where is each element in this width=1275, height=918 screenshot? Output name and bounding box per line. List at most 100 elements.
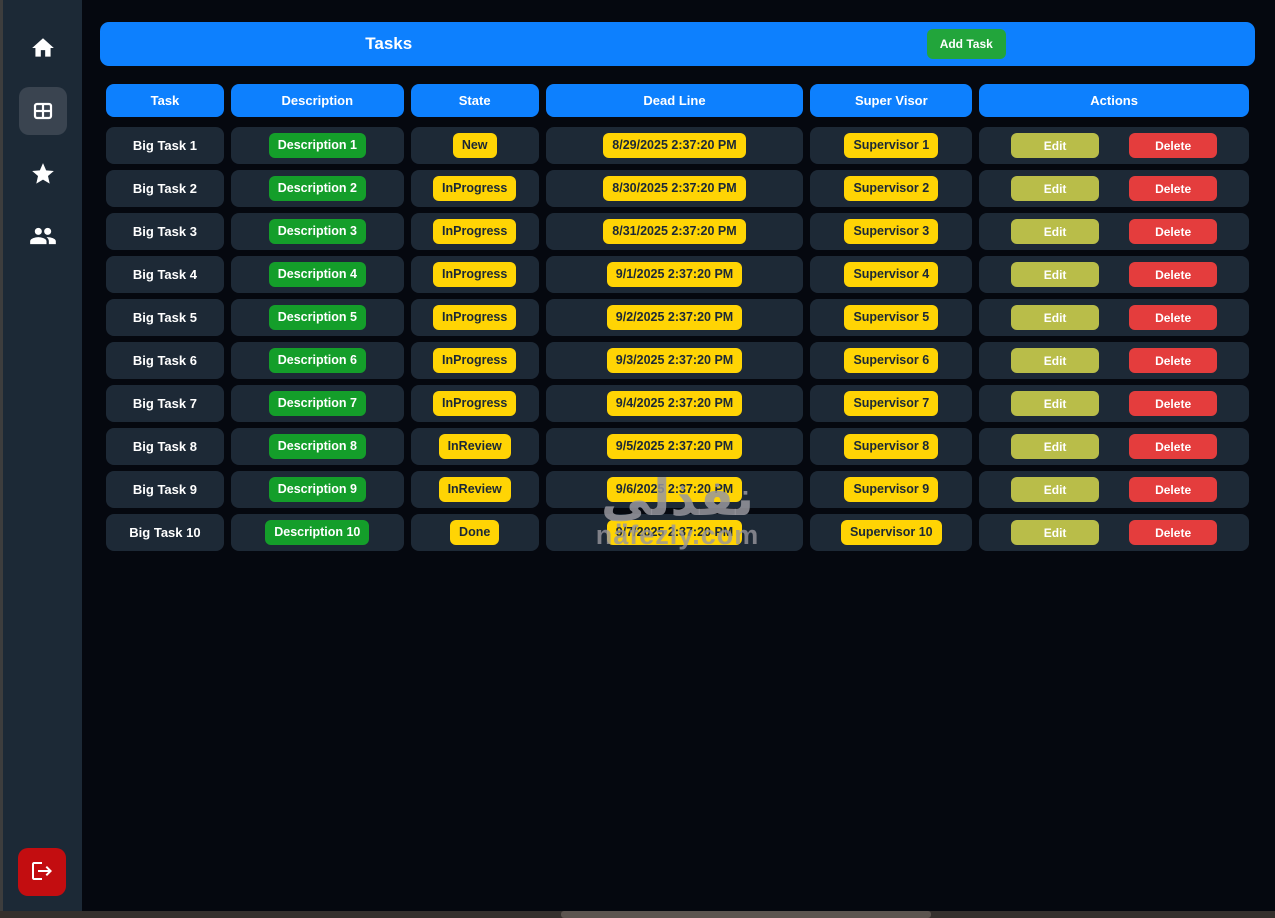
delete-button[interactable]: Delete bbox=[1129, 176, 1218, 201]
deadline-cell: 9/6/2025 2:37:20 PM bbox=[545, 471, 804, 508]
edit-button[interactable]: Edit bbox=[1011, 305, 1100, 330]
task-name-cell: Big Task 1 bbox=[106, 127, 224, 164]
column-header-deadline: Dead Line bbox=[545, 84, 804, 117]
description-badge: Description 10 bbox=[265, 520, 370, 545]
deadline-badge: 8/29/2025 2:37:20 PM bbox=[603, 133, 746, 158]
delete-button[interactable]: Delete bbox=[1129, 262, 1218, 287]
delete-button[interactable]: Delete bbox=[1129, 520, 1218, 545]
table-header-row: Task Description State Dead Line Super V… bbox=[100, 84, 1255, 117]
deadline-badge: 9/4/2025 2:37:20 PM bbox=[606, 391, 743, 416]
state-badge: InProgress bbox=[433, 391, 517, 416]
state-badge: Done bbox=[450, 520, 500, 545]
table-row: Big Task 1 Description 1 New 8/29/2025 2… bbox=[100, 127, 1255, 164]
edit-button[interactable]: Edit bbox=[1011, 520, 1100, 545]
supervisor-badge: Supervisor 9 bbox=[844, 477, 939, 502]
supervisor-cell: Supervisor 2 bbox=[810, 170, 973, 207]
column-header-actions: Actions bbox=[979, 84, 1249, 117]
deadline-badge: 9/1/2025 2:37:20 PM bbox=[606, 262, 743, 287]
column-header-supervisor: Super Visor bbox=[810, 84, 973, 117]
description-cell: Description 1 bbox=[230, 127, 404, 164]
sidebar-item-favorites[interactable] bbox=[19, 150, 67, 198]
actions-cell: Edit Delete bbox=[979, 342, 1249, 379]
supervisor-badge: Supervisor 7 bbox=[844, 391, 939, 416]
description-cell: Description 8 bbox=[230, 428, 404, 465]
add-task-button[interactable]: Add Task bbox=[926, 29, 1006, 59]
state-cell: InProgress bbox=[410, 170, 539, 207]
delete-button[interactable]: Delete bbox=[1129, 434, 1218, 459]
description-badge: Description 9 bbox=[268, 477, 366, 502]
delete-button[interactable]: Delete bbox=[1129, 391, 1218, 416]
task-name: Big Task 4 bbox=[132, 267, 197, 282]
deadline-cell: 8/29/2025 2:37:20 PM bbox=[545, 127, 804, 164]
state-badge: InProgress bbox=[433, 219, 517, 244]
tasks-header-bar: Tasks Add Task bbox=[100, 22, 1255, 66]
users-icon bbox=[29, 222, 57, 250]
supervisor-badge: Supervisor 3 bbox=[844, 219, 939, 244]
deadline-cell: 8/31/2025 2:37:20 PM bbox=[545, 213, 804, 250]
actions-cell: Edit Delete bbox=[979, 213, 1249, 250]
task-name-cell: Big Task 10 bbox=[106, 514, 224, 551]
supervisor-cell: Supervisor 4 bbox=[810, 256, 973, 293]
edit-button[interactable]: Edit bbox=[1011, 262, 1100, 287]
task-name: Big Task 8 bbox=[132, 439, 197, 454]
sidebar-item-users[interactable] bbox=[19, 212, 67, 260]
task-name: Big Task 9 bbox=[132, 482, 197, 497]
delete-button[interactable]: Delete bbox=[1129, 305, 1218, 330]
description-badge: Description 8 bbox=[268, 434, 366, 459]
sidebar bbox=[3, 0, 82, 918]
task-name-cell: Big Task 3 bbox=[106, 213, 224, 250]
task-name: Big Task 2 bbox=[132, 181, 197, 196]
actions-cell: Edit Delete bbox=[979, 514, 1249, 551]
delete-button[interactable]: Delete bbox=[1129, 219, 1218, 244]
edit-button[interactable]: Edit bbox=[1011, 391, 1100, 416]
state-badge: New bbox=[452, 133, 497, 158]
task-name-cell: Big Task 7 bbox=[106, 385, 224, 422]
edit-button[interactable]: Edit bbox=[1011, 219, 1100, 244]
table-row: Big Task 4 Description 4 InProgress 9/1/… bbox=[100, 256, 1255, 293]
supervisor-cell: Supervisor 7 bbox=[810, 385, 973, 422]
scrollbar-thumb[interactable] bbox=[561, 911, 931, 918]
table-row: Big Task 6 Description 6 InProgress 9/3/… bbox=[100, 342, 1255, 379]
table-row: Big Task 5 Description 5 InProgress 9/2/… bbox=[100, 299, 1255, 336]
task-name: Big Task 1 bbox=[132, 138, 197, 153]
supervisor-cell: Supervisor 6 bbox=[810, 342, 973, 379]
delete-button[interactable]: Delete bbox=[1129, 348, 1218, 373]
description-badge: Description 4 bbox=[268, 262, 366, 287]
supervisor-cell: Supervisor 1 bbox=[810, 127, 973, 164]
logout-button[interactable] bbox=[18, 848, 66, 896]
actions-cell: Edit Delete bbox=[979, 385, 1249, 422]
edit-button[interactable]: Edit bbox=[1011, 477, 1100, 502]
description-badge: Description 6 bbox=[268, 348, 366, 373]
edit-button[interactable]: Edit bbox=[1011, 434, 1100, 459]
state-cell: InReview bbox=[410, 428, 539, 465]
state-cell: InProgress bbox=[410, 213, 539, 250]
edit-button[interactable]: Edit bbox=[1011, 176, 1100, 201]
table-icon bbox=[31, 99, 55, 123]
state-badge: InReview bbox=[438, 477, 511, 502]
description-badge: Description 5 bbox=[268, 305, 366, 330]
delete-button[interactable]: Delete bbox=[1129, 133, 1218, 158]
edit-button[interactable]: Edit bbox=[1011, 348, 1100, 373]
description-cell: Description 2 bbox=[230, 170, 404, 207]
task-name-cell: Big Task 5 bbox=[106, 299, 224, 336]
deadline-cell: 9/3/2025 2:37:20 PM bbox=[545, 342, 804, 379]
table-row: Big Task 7 Description 7 InProgress 9/4/… bbox=[100, 385, 1255, 422]
supervisor-badge: Supervisor 1 bbox=[844, 133, 939, 158]
supervisor-cell: Supervisor 10 bbox=[810, 514, 973, 551]
description-cell: Description 10 bbox=[230, 514, 404, 551]
horizontal-scrollbar[interactable] bbox=[0, 911, 1275, 918]
sidebar-item-tasks[interactable] bbox=[18, 87, 67, 135]
actions-cell: Edit Delete bbox=[979, 299, 1249, 336]
supervisor-cell: Supervisor 9 bbox=[810, 471, 973, 508]
task-name: Big Task 6 bbox=[132, 353, 197, 368]
description-cell: Description 4 bbox=[230, 256, 404, 293]
edit-button[interactable]: Edit bbox=[1011, 133, 1100, 158]
home-icon bbox=[30, 35, 56, 61]
state-badge: InReview bbox=[438, 434, 511, 459]
description-cell: Description 9 bbox=[230, 471, 404, 508]
delete-button[interactable]: Delete bbox=[1129, 477, 1218, 502]
column-header-task: Task bbox=[106, 84, 224, 117]
table-row: Big Task 9 Description 9 InReview 9/6/20… bbox=[100, 471, 1255, 508]
task-name-cell: Big Task 6 bbox=[106, 342, 224, 379]
sidebar-item-home[interactable] bbox=[19, 24, 67, 72]
